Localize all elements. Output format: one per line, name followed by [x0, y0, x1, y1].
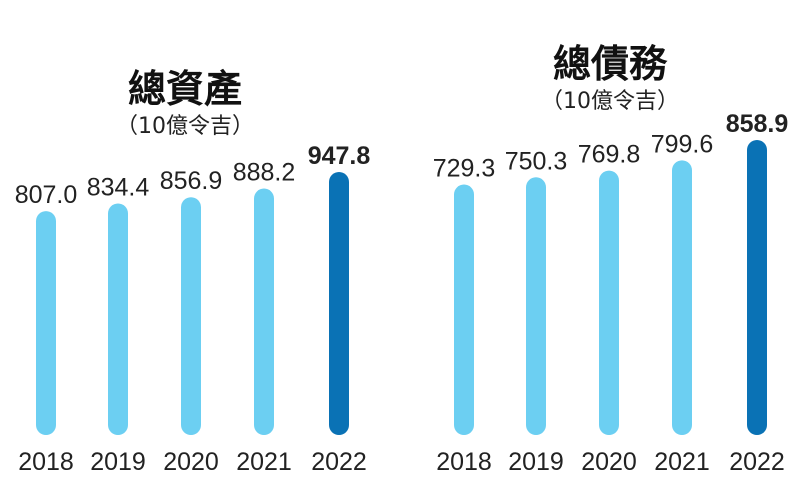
chart-title-debt: 總債務 — [552, 42, 667, 86]
bar-1-2020 — [599, 170, 619, 435]
value-label-0-2019: 834.4 — [87, 173, 150, 201]
year-label-1-2020: 2020 — [581, 448, 637, 476]
bar-0-2018 — [36, 211, 56, 435]
value-label-1-2018: 729.3 — [433, 155, 496, 183]
bar-0-2020 — [181, 197, 201, 435]
bar-0-2022 — [329, 172, 349, 435]
year-label-1-2021: 2021 — [654, 448, 710, 476]
value-label-1-2021: 799.6 — [651, 130, 714, 158]
bar-1-2022 — [747, 140, 767, 435]
bar-0-2021 — [254, 188, 274, 435]
year-label-0-2022: 2022 — [311, 448, 367, 476]
value-label-0-2021: 888.2 — [233, 159, 296, 187]
value-label-0-2020: 856.9 — [160, 167, 223, 195]
value-label-1-2019: 750.3 — [505, 147, 568, 175]
bar-1-2019 — [526, 177, 546, 435]
value-label-0-2018: 807.0 — [15, 181, 78, 209]
year-label-1-2018: 2018 — [436, 448, 492, 476]
bar-1-2018 — [454, 184, 474, 435]
chart-unit-assets: （10億令吉） — [116, 114, 254, 139]
value-label-1-2020: 769.8 — [578, 141, 641, 169]
year-label-1-2022: 2022 — [729, 448, 785, 476]
value-label-1-2022: 858.9 — [726, 110, 789, 138]
bar-1-2021 — [672, 160, 692, 436]
chart-unit-debt: （10億令吉） — [541, 89, 679, 114]
chart-title-assets: 總資產 — [127, 67, 242, 111]
value-label-0-2022: 947.8 — [308, 142, 371, 170]
year-label-0-2019: 2019 — [90, 448, 146, 476]
year-label-0-2021: 2021 — [236, 448, 292, 476]
year-label-0-2020: 2020 — [163, 448, 219, 476]
bar-0-2019 — [108, 203, 128, 435]
year-label-0-2018: 2018 — [18, 448, 74, 476]
year-label-1-2019: 2019 — [508, 448, 564, 476]
